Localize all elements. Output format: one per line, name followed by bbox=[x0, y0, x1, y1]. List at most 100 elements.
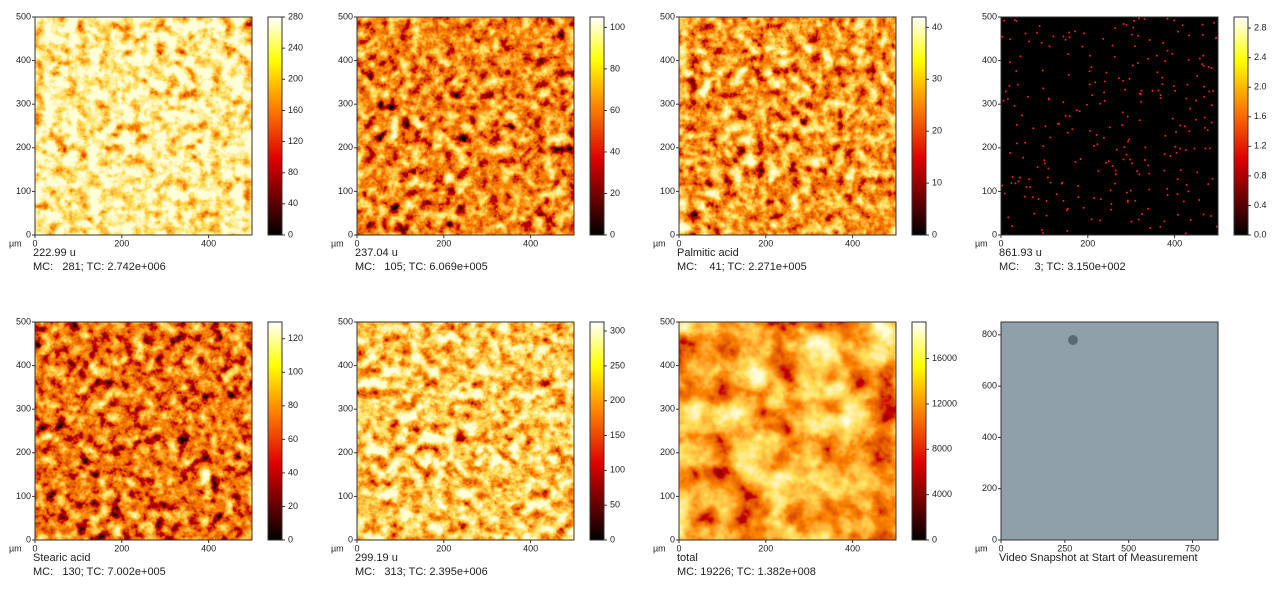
pixel bbox=[1001, 35, 1004, 38]
y-tick-label: 500 bbox=[660, 316, 675, 326]
pixel bbox=[1127, 140, 1130, 143]
y-tick-label: 400 bbox=[338, 55, 353, 65]
colorbar-tick-label: 0 bbox=[932, 229, 937, 239]
pixel bbox=[1095, 133, 1098, 136]
x-tick-label: 0 bbox=[676, 543, 681, 553]
pixel bbox=[1032, 127, 1035, 130]
colorbar-tick-label: 60 bbox=[288, 434, 298, 444]
colorbar-tick-label: 8000 bbox=[932, 444, 952, 454]
pixel bbox=[1163, 220, 1166, 223]
pixel bbox=[1133, 19, 1136, 22]
pixel bbox=[1176, 178, 1179, 181]
x-tick-label: 200 bbox=[758, 543, 773, 553]
y-tick-label: 400 bbox=[16, 55, 31, 65]
y-tick-label: 100 bbox=[338, 491, 353, 501]
y-tick-label: 0 bbox=[26, 229, 31, 239]
pixel bbox=[1067, 53, 1070, 56]
x-unit: µm bbox=[9, 543, 22, 553]
pixel bbox=[1003, 19, 1006, 22]
pixel bbox=[1062, 101, 1065, 104]
pixel bbox=[1123, 146, 1126, 149]
pixel bbox=[1172, 85, 1175, 88]
pixel bbox=[1208, 147, 1211, 150]
pixel bbox=[1171, 52, 1174, 55]
pixel bbox=[1166, 187, 1169, 190]
pixel bbox=[1011, 225, 1014, 228]
pixel bbox=[1038, 25, 1041, 28]
pixel bbox=[1092, 196, 1095, 199]
colorbar-tick-label: 250 bbox=[610, 360, 625, 370]
colorbar-tick-label: 0.0 bbox=[1254, 229, 1267, 239]
colorbar bbox=[911, 321, 927, 541]
colorbar-tick-label: 100 bbox=[288, 367, 303, 377]
image bbox=[357, 17, 574, 235]
pixel bbox=[1163, 153, 1166, 156]
pixel bbox=[1185, 183, 1188, 186]
pixel bbox=[1042, 145, 1045, 148]
pixel bbox=[1122, 79, 1125, 82]
pixel bbox=[1075, 109, 1078, 112]
pixel bbox=[1092, 144, 1095, 147]
pixel bbox=[1195, 99, 1198, 102]
pixel bbox=[1179, 169, 1182, 172]
pixel bbox=[1028, 186, 1031, 189]
pixel bbox=[1033, 212, 1036, 215]
x-tick-label: 200 bbox=[436, 238, 451, 248]
pixel bbox=[1208, 90, 1211, 93]
y-tick-label: 500 bbox=[16, 11, 31, 21]
pixel bbox=[1042, 87, 1045, 90]
speck bbox=[1068, 335, 1078, 345]
pixel bbox=[1097, 170, 1100, 173]
pixel bbox=[1131, 33, 1134, 36]
colorbar-tick-label: 12000 bbox=[932, 398, 957, 408]
pixel bbox=[1174, 89, 1177, 92]
pixel bbox=[1139, 93, 1142, 96]
pixel bbox=[1164, 134, 1167, 137]
pixel bbox=[1105, 71, 1108, 74]
pixel bbox=[1006, 98, 1009, 101]
frame bbox=[34, 16, 253, 236]
colorbar bbox=[911, 16, 927, 236]
colorbar-tick-label: 200 bbox=[288, 74, 303, 84]
y-tick-label: 400 bbox=[16, 360, 31, 370]
pixel bbox=[1094, 81, 1097, 84]
y-tick-label: 0 bbox=[670, 534, 675, 544]
image bbox=[35, 322, 252, 540]
frame bbox=[356, 321, 575, 541]
pixel bbox=[1131, 64, 1134, 67]
pixel bbox=[1176, 193, 1179, 196]
frame bbox=[356, 16, 575, 236]
pixel bbox=[1062, 35, 1065, 38]
pixel bbox=[1078, 110, 1081, 113]
pixel bbox=[1043, 162, 1046, 165]
colorbar-tick-label: 60 bbox=[610, 105, 620, 115]
pixel bbox=[1082, 206, 1085, 209]
y-tick-label: 300 bbox=[338, 99, 353, 109]
pixel bbox=[1202, 64, 1205, 67]
colorbar-tick-label: 40 bbox=[932, 22, 942, 32]
pixel bbox=[1202, 213, 1205, 216]
pixel bbox=[1211, 177, 1214, 180]
colorbar-tick-label: 160 bbox=[288, 105, 303, 115]
colorbar-tick-label: 1.2 bbox=[1254, 141, 1267, 151]
pixel bbox=[1163, 169, 1166, 172]
pixel bbox=[1201, 63, 1204, 66]
pixel bbox=[1140, 100, 1143, 103]
pixel bbox=[1187, 190, 1190, 193]
x-unit: µm bbox=[975, 238, 988, 248]
pixel bbox=[1212, 89, 1215, 92]
y-tick-label: 200 bbox=[660, 142, 675, 152]
pixel bbox=[1182, 200, 1185, 203]
pixel bbox=[1130, 162, 1133, 165]
pixel bbox=[1074, 160, 1077, 163]
y-tick-label: 100 bbox=[338, 186, 353, 196]
pixel bbox=[1001, 184, 1004, 187]
frame bbox=[34, 321, 253, 541]
pixel bbox=[1164, 60, 1167, 63]
pixel bbox=[1064, 38, 1067, 41]
caption: Palmitic acid bbox=[677, 247, 739, 259]
pixel bbox=[1003, 192, 1006, 195]
pixel bbox=[1136, 62, 1139, 65]
frame bbox=[1000, 16, 1219, 236]
pixel bbox=[1018, 176, 1021, 179]
